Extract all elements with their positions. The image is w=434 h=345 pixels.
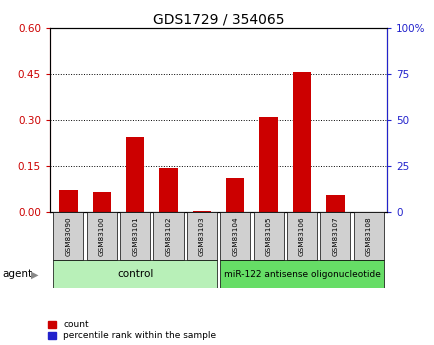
FancyBboxPatch shape [120,212,150,260]
Bar [259,117,277,212]
Text: miR-122 antisense oligonucleotide: miR-122 antisense oligonucleotide [223,270,380,279]
FancyBboxPatch shape [53,260,217,288]
FancyBboxPatch shape [86,212,116,260]
Text: GSM83107: GSM83107 [332,217,338,256]
Title: GDS1729 / 354065: GDS1729 / 354065 [152,12,284,27]
FancyBboxPatch shape [187,212,217,260]
Bar [359,211,377,212]
FancyBboxPatch shape [320,212,350,260]
Bar [59,190,77,212]
Text: GSM83108: GSM83108 [365,217,371,256]
Text: GSM83104: GSM83104 [232,217,238,256]
FancyBboxPatch shape [153,212,183,260]
Text: ▶: ▶ [31,269,39,279]
Text: control: control [117,269,153,279]
Legend: count, percentile rank within the sample: count, percentile rank within the sample [48,320,216,341]
Bar [192,211,210,212]
Text: GSM83090: GSM83090 [65,217,71,256]
Text: GSM83105: GSM83105 [265,217,271,256]
Bar [92,192,111,212]
Bar [226,178,244,212]
Bar [292,72,310,212]
Bar [126,137,144,212]
FancyBboxPatch shape [286,212,316,260]
FancyBboxPatch shape [220,212,250,260]
Text: agent: agent [2,269,32,279]
FancyBboxPatch shape [253,212,283,260]
Text: GSM83106: GSM83106 [298,217,304,256]
Text: GSM83100: GSM83100 [99,217,105,256]
Bar [326,195,344,212]
FancyBboxPatch shape [220,260,383,288]
Text: GSM83102: GSM83102 [165,217,171,256]
FancyBboxPatch shape [53,212,83,260]
Text: GSM83103: GSM83103 [198,217,204,256]
Bar [159,168,178,212]
Text: GSM83101: GSM83101 [132,217,138,256]
FancyBboxPatch shape [353,212,383,260]
